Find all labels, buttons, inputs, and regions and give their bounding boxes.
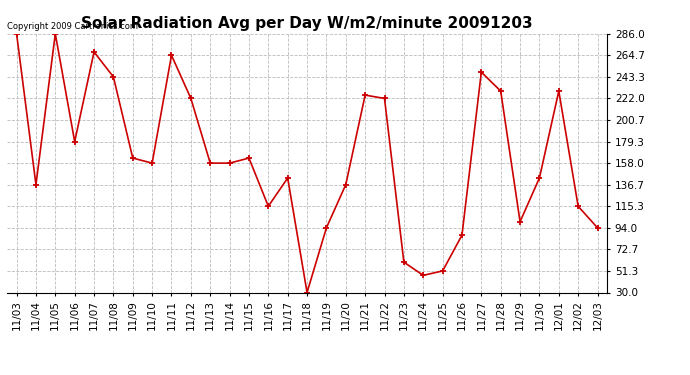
Title: Solar Radiation Avg per Day W/m2/minute 20091203: Solar Radiation Avg per Day W/m2/minute … [81, 16, 533, 31]
Text: Copyright 2009 Cartronics.com: Copyright 2009 Cartronics.com [7, 22, 138, 31]
